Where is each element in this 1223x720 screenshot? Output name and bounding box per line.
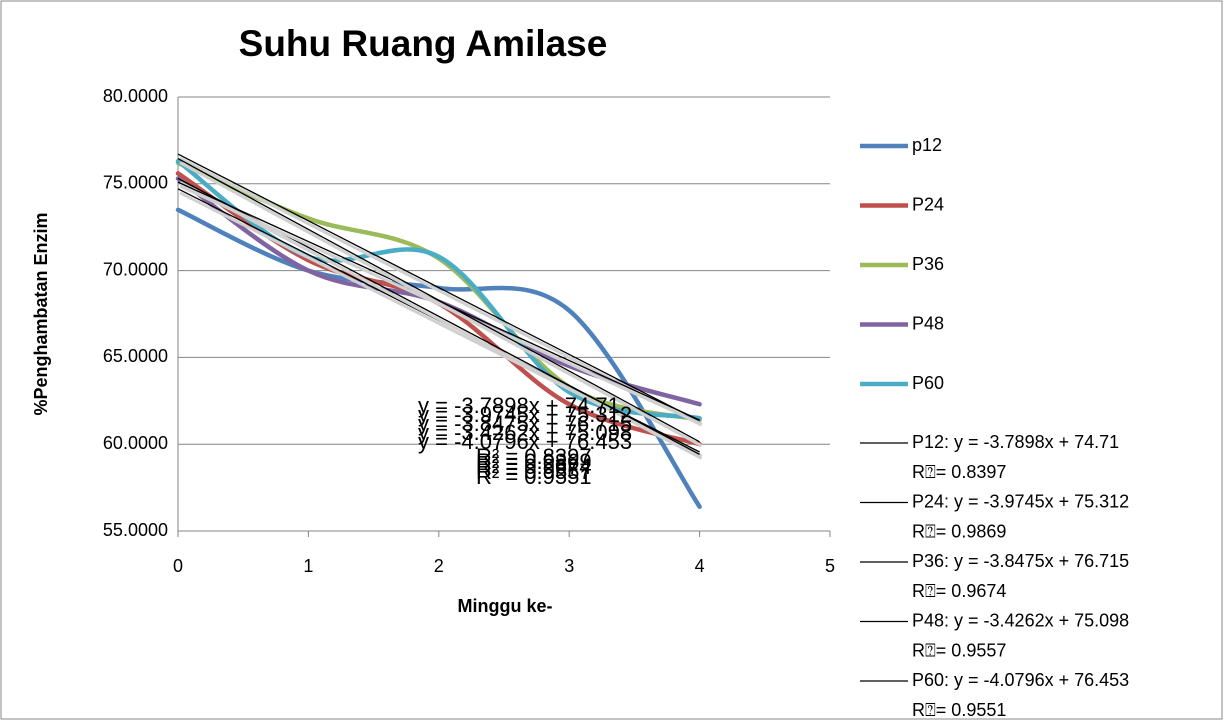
trendline-r2: R² = 0.9557 (476, 459, 592, 484)
trendline-equation: y = -3.7898x + 74.71 (418, 393, 620, 418)
trendline-r2: R² = 0.8397 (476, 444, 592, 469)
trendline (177, 158, 700, 443)
y-tick-label: 75.0000 (103, 173, 168, 193)
y-tick-label: 70.0000 (103, 259, 168, 279)
trendline (177, 153, 700, 422)
trendline-r2: R² = 0.9674 (476, 454, 592, 479)
y-tick-label: 60.0000 (103, 433, 168, 453)
legend-label: P36 (912, 254, 944, 274)
legend-label: P24 (912, 194, 944, 214)
legend-label-r2: R⍰= 0.9674 (912, 581, 1006, 601)
x-tick-label: 2 (434, 556, 444, 576)
trendline-equation: y = -3.4262x + 75.098 (418, 420, 632, 445)
x-tick-label: 5 (825, 556, 835, 576)
legend-label: P48 (912, 313, 944, 333)
legend-label: p12 (912, 135, 942, 155)
x-tick-label: 0 (173, 556, 183, 576)
y-tick-label: 65.0000 (103, 346, 168, 366)
legend-label: P12: y = -3.7898x + 74.71 (912, 432, 1119, 452)
y-tick-label: 55.0000 (103, 520, 168, 540)
legend-label-r2: R⍰= 0.8397 (912, 462, 1006, 482)
legend-label: P48: y = -3.4262x + 75.098 (912, 610, 1129, 630)
legend-label: P24: y = -3.9745x + 75.312 (912, 491, 1129, 511)
x-axis-label: Minggu ke- (458, 596, 553, 616)
legend-label-r2: R⍰= 0.9551 (912, 700, 1006, 720)
trendline-r2: R² = 0.9551 (476, 464, 592, 489)
trendline-equation: y = -3.9745x + 75.312 (418, 402, 632, 427)
trendline-r2: R² = 0.9869 (476, 449, 592, 474)
trendline (177, 181, 700, 421)
x-tick-label: 1 (303, 556, 313, 576)
chart-title: Suhu Ruang Amilase (239, 23, 608, 64)
legend-label: P60: y = -4.0796x + 76.453 (912, 670, 1129, 690)
legend-label: P36: y = -3.8475x + 76.715 (912, 551, 1129, 571)
y-axis-label: %Penghambatan Enzim (31, 212, 51, 415)
trendline-shadow (179, 181, 703, 460)
trendline-shadow (179, 161, 703, 448)
legend-label-r2: R⍰= 0.9557 (912, 640, 1006, 660)
trendline-equation: y = -3.8475x + 76.715 (418, 411, 632, 436)
x-tick-label: 4 (695, 556, 705, 576)
x-tick-label: 3 (564, 556, 574, 576)
trendline-equation: y = -4.0796x + 76.453 (418, 429, 632, 454)
legend-label-r2: R⍰= 0.9869 (912, 521, 1006, 541)
legend-label: P60 (912, 373, 944, 393)
y-tick-label: 80.0000 (103, 86, 168, 106)
